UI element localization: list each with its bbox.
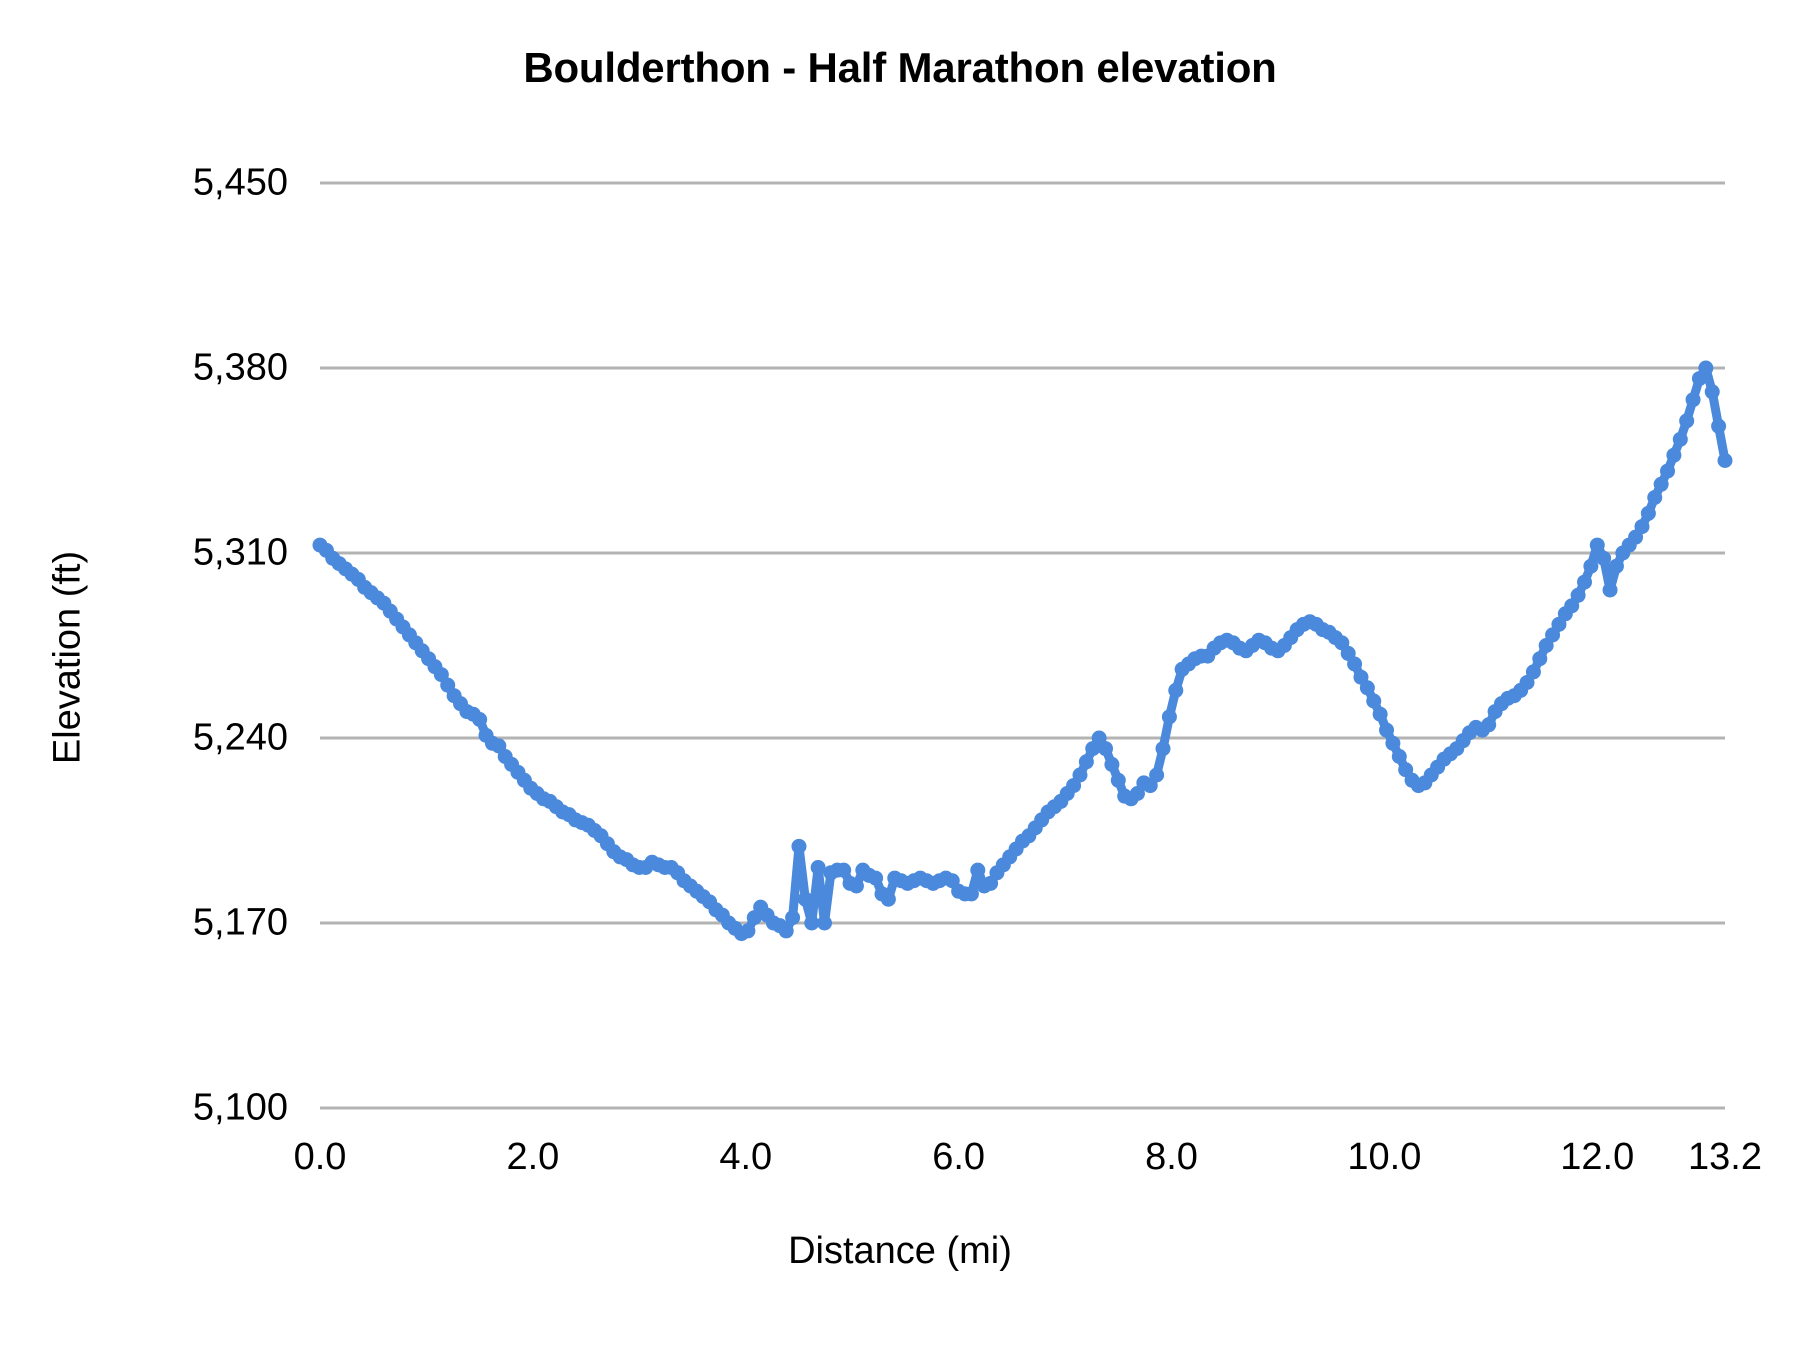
data-point[interactable] (1525, 664, 1541, 680)
data-point[interactable] (1698, 360, 1714, 376)
data-point[interactable] (804, 915, 820, 931)
data-point[interactable] (1104, 756, 1120, 772)
data-point[interactable] (785, 910, 801, 926)
y-tick-label: 5,100 (192, 1086, 288, 1129)
data-point[interactable] (836, 862, 852, 878)
data-point[interactable] (1589, 537, 1605, 553)
data-point[interactable] (1711, 418, 1727, 434)
data-point[interactable] (848, 878, 864, 894)
x-axis-title: Distance (mi) (788, 1230, 1012, 1272)
data-point[interactable] (1660, 463, 1676, 479)
data-point[interactable] (1098, 741, 1114, 757)
data-point[interactable] (963, 886, 979, 902)
data-point[interactable] (1359, 680, 1375, 696)
chart-title: Boulderthon - Half Marathon elevation (523, 44, 1277, 91)
data-point[interactable] (1717, 453, 1733, 468)
data-point[interactable] (1666, 447, 1682, 463)
data-point[interactable] (791, 838, 807, 854)
x-tick-label: 13.2 (1688, 1136, 1762, 1178)
data-point[interactable] (1379, 722, 1395, 738)
y-axis-title: Elevation (ft) (46, 550, 89, 765)
data-point[interactable] (1577, 574, 1592, 590)
data-point[interactable] (1078, 754, 1094, 770)
data-point[interactable] (868, 870, 884, 886)
data-point[interactable] (1685, 392, 1701, 408)
data-point[interactable] (1168, 682, 1184, 698)
data-point[interactable] (817, 915, 833, 931)
data-point[interactable] (740, 923, 756, 939)
data-point[interactable] (880, 891, 896, 907)
data-point[interactable] (1149, 767, 1165, 783)
x-tick-label: 6.0 (932, 1136, 986, 1178)
data-point[interactable] (797, 891, 813, 907)
data-point[interactable] (1110, 772, 1126, 788)
data-point[interactable] (1481, 717, 1497, 733)
data-point[interactable] (1634, 519, 1650, 535)
data-point[interactable] (1583, 558, 1599, 574)
x-tick-label: 8.0 (1145, 1136, 1198, 1178)
data-point[interactable] (778, 923, 794, 939)
gridlines (320, 181, 1725, 1110)
y-tick-label: 5,380 (192, 346, 288, 389)
data-point[interactable] (1385, 735, 1401, 751)
data-point[interactable] (1391, 749, 1407, 764)
data-point[interactable] (1640, 505, 1656, 521)
x-tick-label: 2.0 (506, 1136, 560, 1178)
data-point[interactable] (1704, 384, 1720, 400)
data-point[interactable] (1366, 693, 1382, 709)
x-tick-label: 10.0 (1347, 1136, 1422, 1178)
data-point[interactable] (1608, 558, 1624, 574)
x-tick-label: 12.0 (1560, 1136, 1635, 1178)
data-point[interactable] (1155, 741, 1171, 757)
data-point[interactable] (1570, 587, 1586, 603)
y-tick-label: 5,170 (192, 901, 288, 944)
data-point[interactable] (1679, 413, 1695, 429)
data-point[interactable] (1161, 709, 1177, 725)
data-point[interactable] (1347, 656, 1363, 672)
data-point[interactable] (970, 862, 986, 878)
data-point[interactable] (1653, 476, 1669, 492)
elevation-series (312, 360, 1733, 942)
data-point[interactable] (1372, 706, 1388, 722)
data-point[interactable] (1532, 651, 1548, 667)
data-point[interactable] (1596, 550, 1612, 566)
data-point[interactable] (472, 712, 488, 727)
y-tick-label: 5,310 (192, 531, 288, 574)
y-tick-label: 5,450 (192, 161, 288, 204)
y-tick-label: 5,240 (192, 716, 288, 759)
x-tick-label: 4.0 (719, 1136, 773, 1178)
data-point[interactable] (1072, 767, 1088, 783)
x-tick-label: 0.0 (293, 1136, 347, 1178)
data-point[interactable] (1672, 431, 1688, 447)
data-point[interactable] (810, 860, 826, 875)
data-point[interactable] (1647, 490, 1663, 505)
data-point[interactable] (1602, 582, 1618, 598)
